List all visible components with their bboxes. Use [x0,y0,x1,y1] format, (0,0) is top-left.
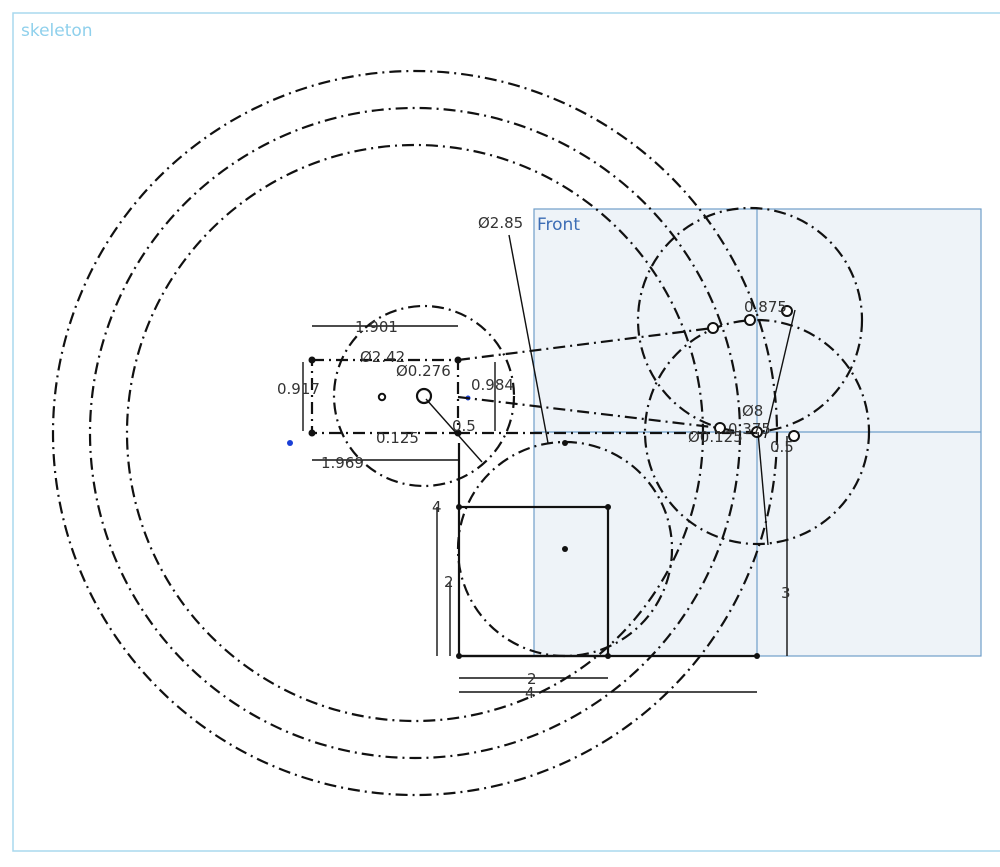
bottom-center-point[interactable] [562,546,568,552]
dim-0-125[interactable]: 0.125 [376,429,419,447]
slot-corner-point[interactable] [308,429,316,437]
front-plane-label[interactable]: Front [537,215,580,235]
dim-0-875[interactable]: 0.875 [744,298,787,316]
dim-diameter-2-85[interactable]: Ø2.85 [478,214,523,232]
dim-2-vertical[interactable]: 2 [444,573,454,591]
dim-diameter-0-276[interactable]: Ø0.276 [396,362,451,380]
lower-right-circle[interactable] [643,318,871,546]
upper-center-point[interactable] [744,314,756,326]
dim-0-5[interactable]: 0.5 [452,417,476,435]
viewport-frame [12,12,1000,852]
lower-tangent-line[interactable] [457,395,721,430]
dim-diameter-0-125[interactable]: Ø0.125 [688,428,743,446]
bottom-construction-circle[interactable] [456,440,674,658]
upper-tangent-line[interactable] [457,326,714,362]
origin-point[interactable] [287,440,293,446]
bottom-circle-top-point[interactable] [562,440,568,446]
leader-2-42 [425,398,483,463]
dim-1-901[interactable]: 1.901 [355,318,398,336]
dim-0-375[interactable]: 0.375 [728,420,771,438]
upper-hole-point[interactable] [781,305,793,317]
dim-2-horizontal[interactable]: 2 [527,670,537,688]
dim-0-917[interactable]: 0.917 [277,380,320,398]
leader-2-85 [508,234,549,444]
slot-corner-point[interactable] [308,356,316,364]
leader-8 [757,431,769,546]
dim-0-984[interactable]: 0.984 [471,376,514,394]
square-corner-point[interactable] [605,504,611,510]
dim-1-969[interactable]: 1.969 [321,454,364,472]
upper-hole-point[interactable] [707,322,719,334]
dim-0-5-right[interactable]: 0.5 [770,438,794,456]
lower-hole-point[interactable] [788,430,800,442]
dim-4-vertical[interactable]: 4 [432,498,442,516]
leader-0-875 [764,309,796,439]
left-center-point[interactable] [377,392,387,402]
dim-4-horizontal[interactable]: 4 [525,684,535,702]
sketch-name-label: skeleton [21,21,93,41]
left-slot-rectangle[interactable] [310,358,460,435]
dim-diameter-8[interactable]: Ø8 [742,402,763,420]
left-bore-circle[interactable] [332,304,516,488]
dim-diameter-2-42[interactable]: Ø2.42 [360,348,405,366]
outer-construction-circle[interactable] [51,69,779,797]
dim-3-vertical[interactable]: 3 [781,584,791,602]
small-hole-circle[interactable] [415,387,433,405]
